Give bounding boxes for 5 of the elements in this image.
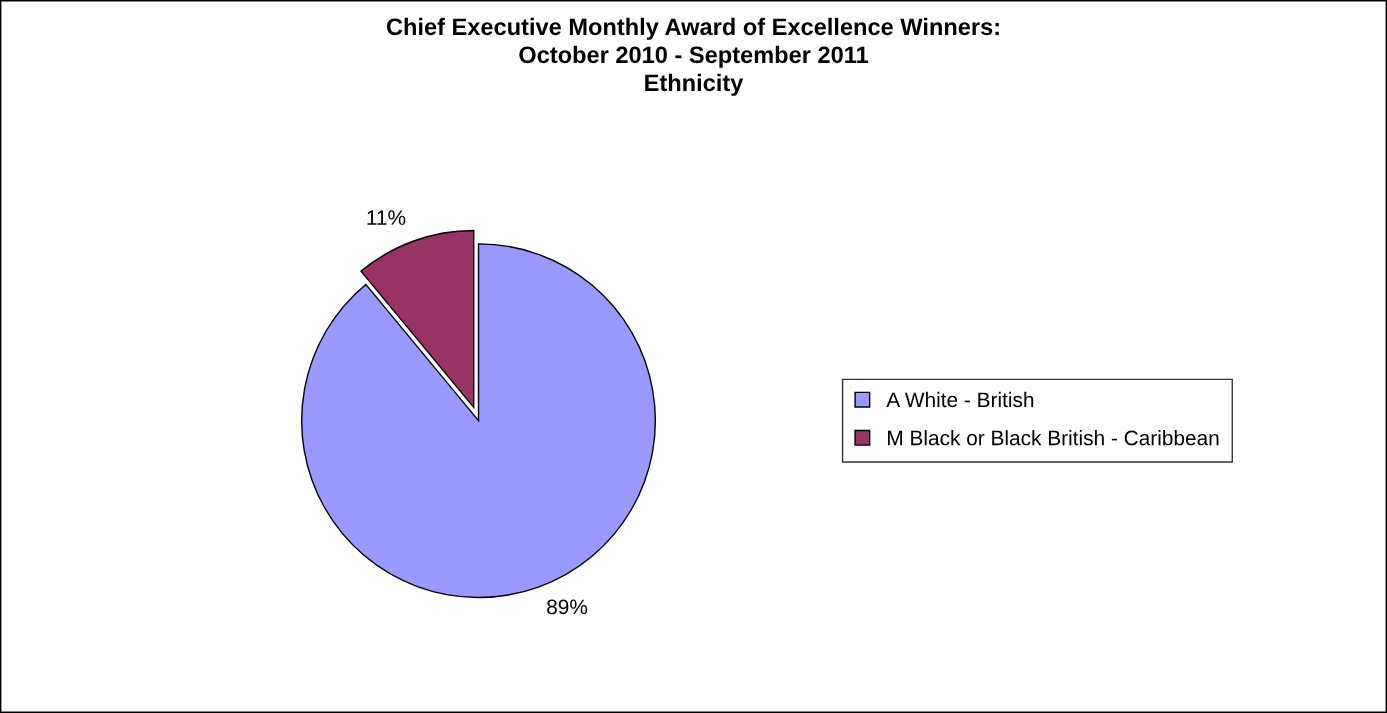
data-label: 11% <box>367 210 406 225</box>
legend-label: A White - British <box>886 391 1034 408</box>
legend-label: M Black or Black British - Caribbean <box>888 430 1219 446</box>
data-label: 89% <box>547 599 588 615</box>
chart-title: Chief Executive Monthly Award of Excellence Winners: October 2010 - September 2011 Ethnicity <box>386 17 999 96</box>
